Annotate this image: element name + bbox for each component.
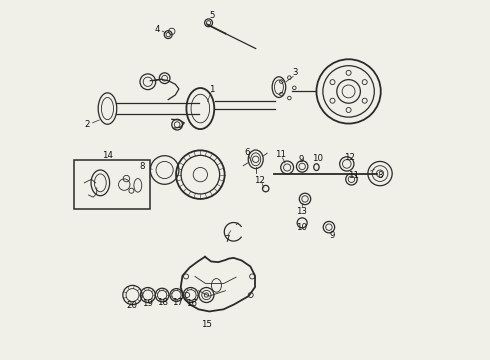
Text: 10: 10: [296, 222, 307, 231]
Text: 6: 6: [244, 148, 249, 157]
Text: 12: 12: [344, 153, 355, 162]
Bar: [74, 160, 150, 209]
Text: 2: 2: [84, 120, 90, 129]
Text: 7: 7: [224, 235, 230, 244]
Text: 14: 14: [102, 151, 113, 160]
Text: 11: 11: [348, 171, 360, 180]
Text: 15: 15: [201, 320, 212, 329]
Text: 16: 16: [186, 299, 197, 308]
Text: 17: 17: [172, 298, 183, 307]
Text: 8: 8: [377, 171, 382, 180]
Text: 4: 4: [155, 25, 160, 34]
Text: 10: 10: [312, 154, 323, 163]
Text: 12: 12: [254, 176, 266, 185]
Text: 9: 9: [330, 231, 335, 240]
Text: 18: 18: [157, 298, 169, 307]
Text: 20: 20: [126, 301, 138, 310]
Text: 8: 8: [139, 162, 145, 171]
Text: 11: 11: [275, 150, 286, 159]
Text: 5: 5: [209, 11, 215, 20]
Text: 19: 19: [143, 299, 153, 308]
Text: 1: 1: [209, 85, 215, 94]
Text: 13: 13: [296, 207, 307, 216]
Text: 3: 3: [292, 68, 298, 77]
Text: 9: 9: [299, 155, 304, 164]
